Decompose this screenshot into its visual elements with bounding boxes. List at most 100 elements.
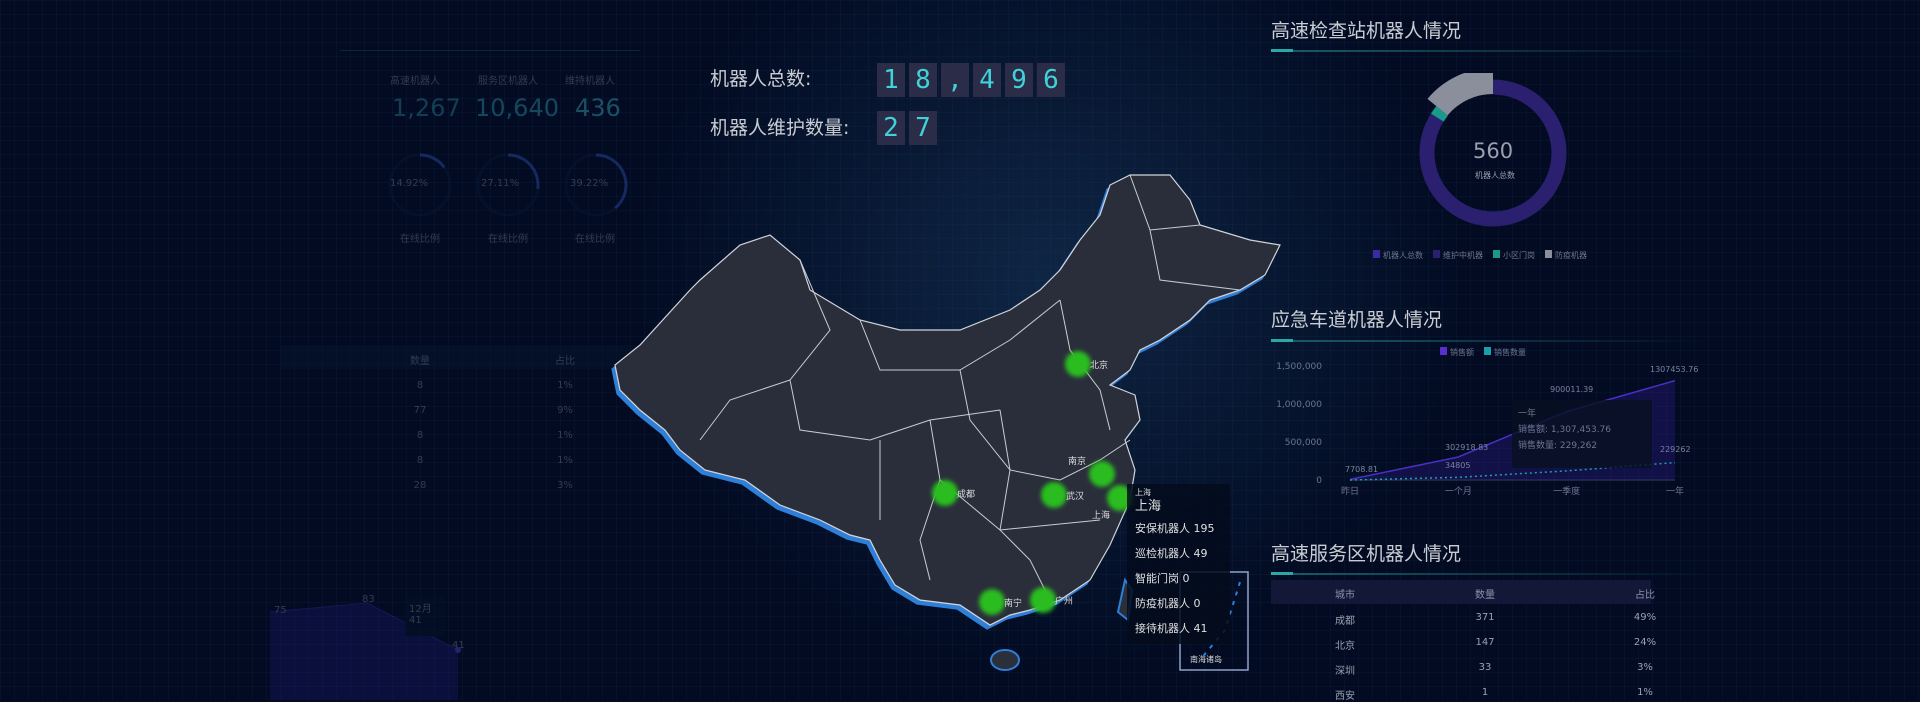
counter-digit: 8: [909, 63, 937, 97]
city-label: 武汉: [1066, 492, 1085, 502]
y-tick: 1,000,000: [1276, 400, 1322, 410]
ring-arc: [507, 153, 540, 189]
ring-track: [476, 153, 540, 217]
ring-legend: 在线比例: [575, 234, 615, 245]
inset-label: 南海诸岛: [1190, 655, 1222, 664]
city-marker[interactable]: [932, 480, 958, 506]
service-table-header: [1271, 580, 1651, 604]
city-marker[interactable]: [1030, 587, 1056, 613]
area-line: [269, 602, 459, 651]
ring-track: [388, 153, 452, 217]
city-marker[interactable]: [979, 589, 1005, 615]
point-label: 229262: [1660, 445, 1691, 454]
table-header: 城市: [1335, 590, 1355, 601]
checkpoint-donut[interactable]: [1413, 73, 1573, 233]
title-underline: [1271, 49, 1711, 52]
table-cell: 3%: [557, 480, 573, 491]
counter-digit: 2: [877, 111, 905, 145]
stat-label: 维持机器人: [565, 76, 615, 87]
x-tick: 一年: [1666, 485, 1684, 497]
tooltip-row: 巡检机器人 49: [1135, 547, 1208, 560]
city-marker[interactable]: [1041, 482, 1067, 508]
total-robots-label: 机器人总数:: [710, 68, 812, 90]
ring-gauges: [388, 153, 628, 217]
city-label: 南宁: [1004, 599, 1023, 609]
donut-center-value: 560: [1473, 139, 1514, 163]
legend-item[interactable]: 小区门岗: [1493, 250, 1535, 261]
table-cell: 8: [416, 455, 424, 466]
x-tick: 一个月: [1445, 486, 1472, 497]
point-label: 1307453.76: [1650, 365, 1698, 374]
legend-item[interactable]: 机器人总数: [1373, 250, 1423, 261]
ring-arc: [595, 153, 628, 210]
table-cell: 49%: [1633, 612, 1657, 623]
table-cell: 8: [416, 380, 424, 391]
tooltip-row: 防疫机器人 0: [1135, 597, 1201, 610]
table-cell: 8: [416, 430, 424, 441]
counter-digit: 1: [877, 63, 905, 97]
donut-slice[interactable]: [1419, 79, 1567, 227]
donut-slice[interactable]: [1427, 73, 1494, 116]
area-label: 41: [452, 640, 465, 651]
counter-digit: 7: [909, 111, 937, 145]
table-cell: 1: [1481, 687, 1489, 698]
counter-digit: 9: [1005, 63, 1033, 97]
donut-slice[interactable]: [1430, 106, 1448, 122]
y-tick: 0: [1316, 476, 1322, 486]
legend-swatch: [1545, 250, 1552, 258]
ring-track: [564, 153, 628, 217]
table-cell: 77: [413, 405, 427, 416]
donut-legend: 机器人总数 维护中机器 小区门岗 防疫机器: [1373, 250, 1587, 261]
line-tooltip: 一年 销售额: 1,307,453.76 销售数量: 229,262: [1512, 400, 1652, 468]
table-cell: 1%: [557, 455, 573, 466]
checkpoint-title: 高速检查站机器人情况: [1271, 20, 1462, 42]
tooltip-row: 销售数量: 229,262: [1518, 441, 1598, 451]
title-underline: [1271, 572, 1711, 575]
province-borders: [699, 174, 1241, 601]
donut-center-label: 机器人总数: [1475, 171, 1515, 180]
map-tooltip: 上海 上海 安保机器人 195 巡检机器人 49 智能门岗 0 防疫机器人 0 接待机器…: [1127, 484, 1230, 644]
table-header: 占比: [555, 356, 575, 367]
left-table-header: [280, 345, 640, 369]
point-label: 34805: [1445, 461, 1470, 470]
table-header: 数量: [410, 356, 430, 367]
counter-digit: 6: [1037, 63, 1065, 97]
legend-label: 防疫机器: [1555, 251, 1587, 260]
stat-value: 1,267: [392, 94, 461, 122]
tooltip-title: 12月: [409, 604, 432, 615]
table-cell: 147: [1475, 637, 1495, 648]
left-area-chart: [269, 602, 461, 700]
legend-item-sales[interactable]: 销售额: [1440, 347, 1474, 358]
legend-swatch: [1373, 250, 1380, 258]
tooltip-row: 安保机器人 195: [1135, 522, 1215, 535]
legend-label: 机器人总数: [1383, 251, 1423, 260]
stat-label: 高速机器人: [390, 76, 440, 87]
y-tick: 500,000: [1285, 438, 1322, 448]
city-label: 成都: [957, 490, 976, 500]
stat-value: 10,640: [475, 94, 559, 122]
title-underline: [1271, 339, 1711, 342]
table-header: 占比: [1635, 590, 1655, 601]
table-cell: 1%: [557, 380, 573, 391]
service-title: 高速服务区机器人情况: [1271, 543, 1462, 565]
legend-item[interactable]: 维护中机器: [1433, 250, 1483, 261]
maintenance-count-label: 机器人维护数量:: [710, 117, 850, 139]
tooltip-title: 一年: [1518, 409, 1537, 419]
emergency-title: 应急车道机器人情况: [1271, 309, 1443, 331]
x-tick: 昨日: [1341, 485, 1359, 497]
city-label: 北京: [1090, 361, 1109, 371]
city-marker[interactable]: [1065, 351, 1091, 377]
table-cell: 1%: [557, 430, 573, 441]
table-cell: 成都: [1335, 616, 1355, 627]
stat-value: 436: [575, 94, 621, 122]
area-fill: [270, 603, 458, 700]
legend-item[interactable]: 防疫机器: [1545, 250, 1587, 261]
legend-item-quantity[interactable]: 销售数量: [1484, 347, 1526, 358]
city-marker[interactable]: [1089, 461, 1115, 487]
legend-label: 维护中机器: [1443, 251, 1483, 260]
china-landmass[interactable]: [614, 174, 1281, 626]
table-cell: 9%: [557, 405, 573, 416]
legend-label: 小区门岗: [1503, 251, 1535, 260]
tooltip-row: 销售额: 1,307,453.76: [1518, 425, 1612, 435]
